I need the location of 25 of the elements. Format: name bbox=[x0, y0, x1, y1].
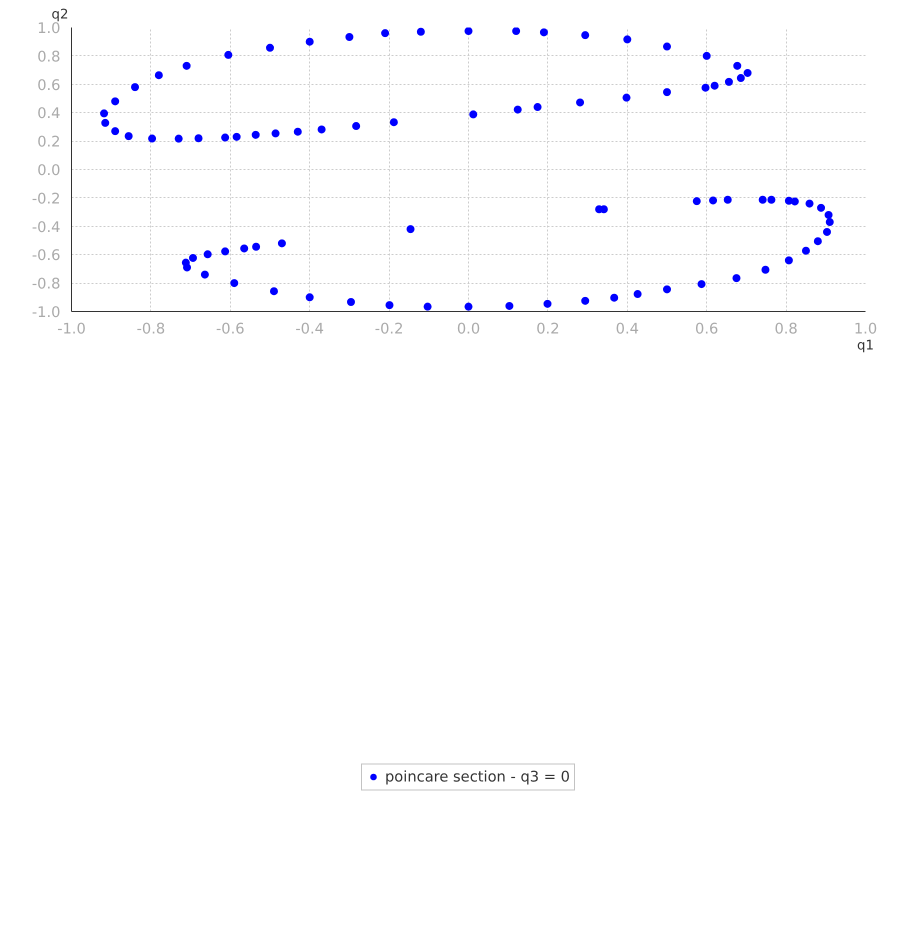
y-tick-label: -0.6 bbox=[32, 247, 61, 264]
y-tick-label: 0.0 bbox=[37, 162, 61, 179]
x-tick-label: 0.8 bbox=[774, 320, 798, 338]
x-tick-label: -0.2 bbox=[374, 320, 404, 338]
y-tick-label: -1.0 bbox=[32, 304, 61, 321]
y-tick-label: 0.2 bbox=[37, 134, 61, 151]
y-tick-label: 0.6 bbox=[37, 76, 61, 94]
legend-label: poincare section - q3 = 0 bbox=[385, 768, 570, 786]
y-tick-label: 0.8 bbox=[37, 48, 61, 66]
x-tick-label: -0.6 bbox=[216, 320, 245, 338]
x-tick-label: 0.0 bbox=[456, 320, 480, 338]
y-tick-label: 0.4 bbox=[37, 105, 61, 122]
x-tick-label: -1.0 bbox=[57, 320, 86, 338]
x-axis-title: q1 bbox=[857, 338, 874, 354]
x-tick-label: -0.4 bbox=[295, 320, 324, 338]
y-tick-label: -0.4 bbox=[32, 218, 61, 236]
x-tick-label: -0.8 bbox=[136, 320, 166, 338]
x-tick-label: 0.2 bbox=[536, 320, 560, 338]
y-tick-label: -0.8 bbox=[32, 276, 61, 293]
x-tick-label: 1.0 bbox=[854, 320, 878, 338]
y-axis-title: q2 bbox=[52, 8, 68, 22]
x-tick-label: 0.4 bbox=[616, 320, 639, 338]
y-tick-label: -0.2 bbox=[32, 190, 61, 208]
x-tick-label: 0.6 bbox=[695, 320, 718, 338]
y-tick-label: 1.0 bbox=[37, 20, 61, 37]
